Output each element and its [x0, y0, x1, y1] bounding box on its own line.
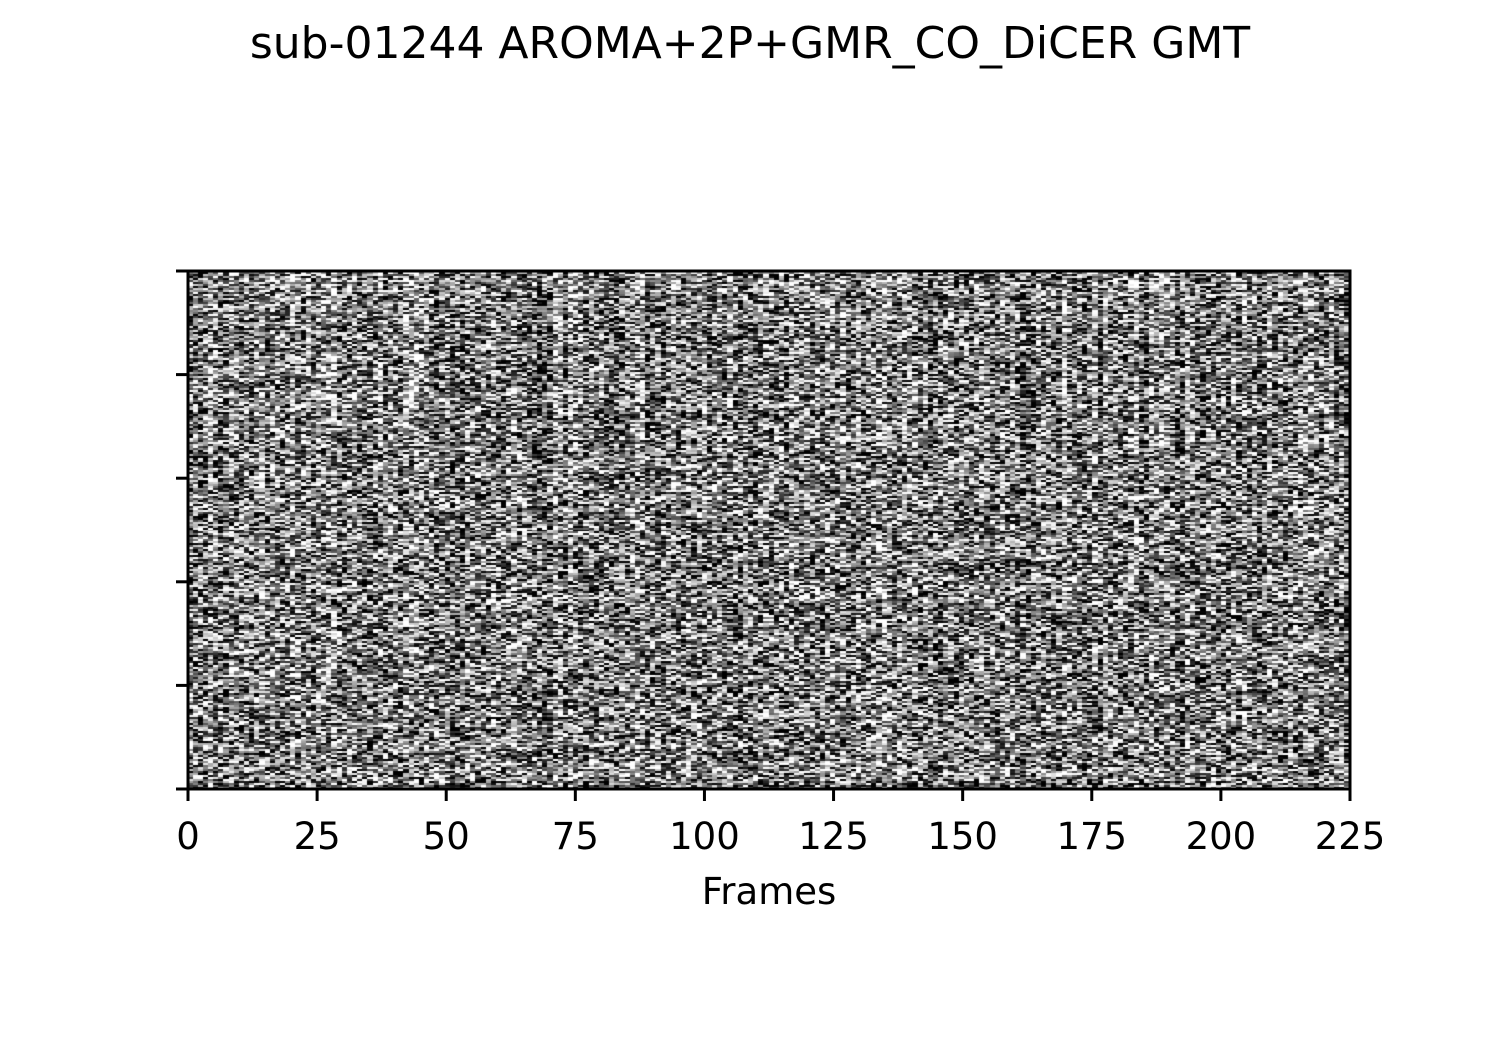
plot-area — [186, 269, 1352, 791]
y-axis — [176, 269, 188, 791]
chart-title: sub-01244 AROMA+2P+GMR_CO_DiCER GMT — [250, 18, 1250, 69]
x-tick-label: 0 — [176, 815, 200, 858]
carpet-heatmap — [188, 271, 1350, 789]
x-tick-label: 75 — [552, 815, 599, 858]
plot-frame — [186, 269, 1352, 791]
x-axis-label: Frames — [702, 870, 837, 913]
x-tick-label: 25 — [294, 815, 341, 858]
carpet-image-container — [188, 271, 1350, 789]
x-tick-label: 100 — [669, 815, 740, 858]
x-tick-label: 175 — [1056, 815, 1127, 858]
x-tick-label: 200 — [1186, 815, 1257, 858]
x-tick-label: 125 — [798, 815, 869, 858]
x-tick-label: 150 — [927, 815, 998, 858]
x-axis: 0 25 50 75 100 125 150 175 200 225 — [176, 789, 1385, 858]
x-tick-label: 225 — [1315, 815, 1386, 858]
x-tick-label: 50 — [423, 815, 470, 858]
